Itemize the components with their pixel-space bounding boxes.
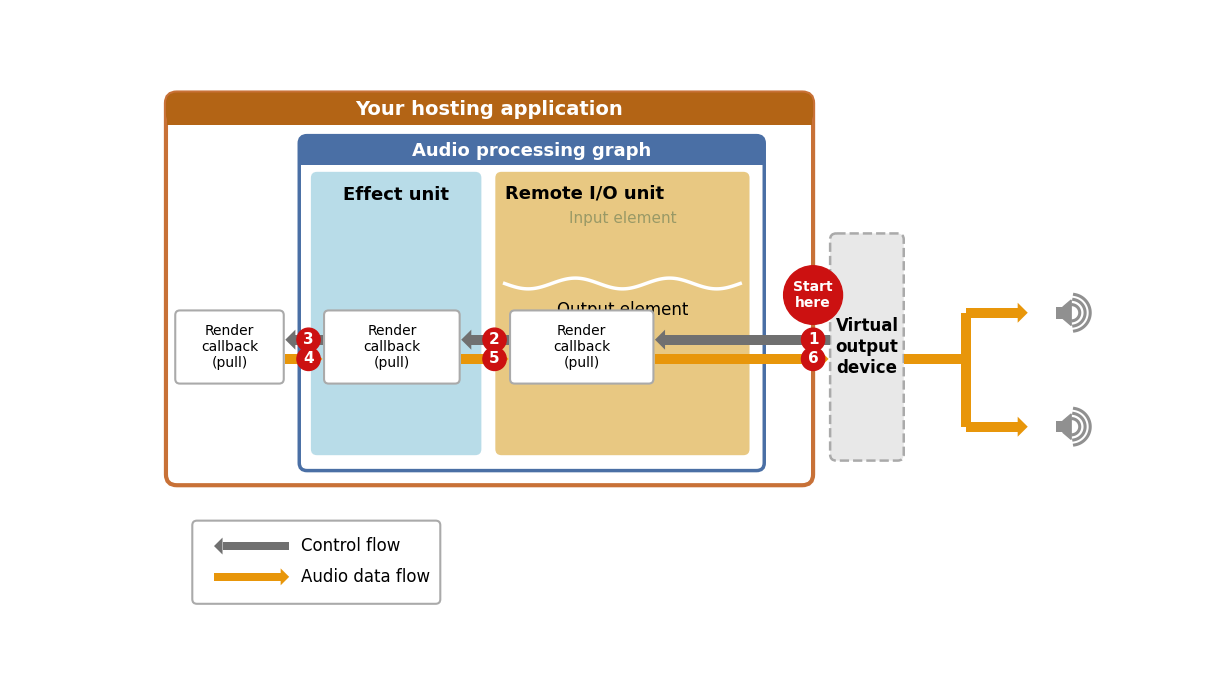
Bar: [961, 313, 970, 427]
Circle shape: [483, 328, 506, 351]
Bar: [461, 354, 499, 364]
Polygon shape: [655, 330, 665, 350]
Circle shape: [801, 328, 824, 351]
Bar: [903, 354, 966, 364]
Text: 1: 1: [807, 332, 818, 347]
Bar: [472, 335, 508, 345]
FancyBboxPatch shape: [311, 172, 482, 455]
Circle shape: [483, 348, 506, 371]
FancyBboxPatch shape: [831, 233, 903, 461]
Bar: [167, 110, 812, 125]
Text: Audio data flow: Audio data flow: [300, 568, 430, 586]
Text: Your hosting application: Your hosting application: [355, 100, 624, 119]
Bar: [1055, 421, 1063, 432]
Polygon shape: [1063, 300, 1071, 325]
Text: Input element: Input element: [569, 210, 676, 226]
Bar: [300, 149, 764, 165]
Text: Effect unit: Effect unit: [343, 186, 449, 204]
Bar: [966, 422, 1018, 432]
Bar: [665, 335, 831, 345]
FancyBboxPatch shape: [510, 310, 653, 384]
FancyBboxPatch shape: [175, 310, 283, 384]
Bar: [1055, 307, 1063, 319]
FancyBboxPatch shape: [495, 172, 749, 455]
Bar: [223, 542, 289, 550]
Polygon shape: [1018, 416, 1028, 437]
Polygon shape: [313, 349, 322, 369]
Text: 3: 3: [303, 332, 314, 347]
Polygon shape: [499, 349, 508, 369]
FancyBboxPatch shape: [165, 92, 814, 485]
Text: 5: 5: [489, 351, 500, 366]
Text: Remote I/O unit: Remote I/O unit: [505, 185, 664, 203]
Text: Render
callback
(pull): Render callback (pull): [553, 324, 610, 370]
FancyBboxPatch shape: [192, 520, 440, 604]
Circle shape: [783, 266, 843, 324]
Text: Start
here: Start here: [793, 280, 833, 310]
Text: Control flow: Control flow: [300, 537, 400, 555]
Text: 4: 4: [303, 351, 314, 366]
Text: 2: 2: [489, 332, 500, 347]
Bar: [655, 354, 818, 364]
Polygon shape: [1018, 303, 1028, 323]
Text: 6: 6: [807, 351, 818, 366]
Polygon shape: [286, 330, 295, 350]
Circle shape: [297, 348, 320, 371]
Bar: [295, 335, 322, 345]
Circle shape: [801, 348, 824, 371]
Bar: [214, 573, 281, 581]
Polygon shape: [214, 538, 223, 555]
Polygon shape: [461, 330, 472, 350]
Text: Output element: Output element: [557, 301, 688, 319]
FancyBboxPatch shape: [299, 135, 764, 165]
FancyBboxPatch shape: [323, 310, 460, 384]
Text: Render
callback
(pull): Render callback (pull): [364, 324, 421, 370]
FancyBboxPatch shape: [165, 92, 814, 125]
Text: Virtual
output
device: Virtual output device: [835, 317, 899, 377]
Bar: [286, 354, 313, 364]
Circle shape: [297, 328, 320, 351]
Polygon shape: [1063, 414, 1071, 439]
Text: Audio processing graph: Audio processing graph: [412, 142, 652, 160]
Bar: [966, 307, 1018, 318]
FancyBboxPatch shape: [299, 135, 764, 471]
Text: Render
callback
(pull): Render callback (pull): [201, 324, 258, 370]
Polygon shape: [281, 568, 289, 585]
Polygon shape: [818, 349, 828, 369]
